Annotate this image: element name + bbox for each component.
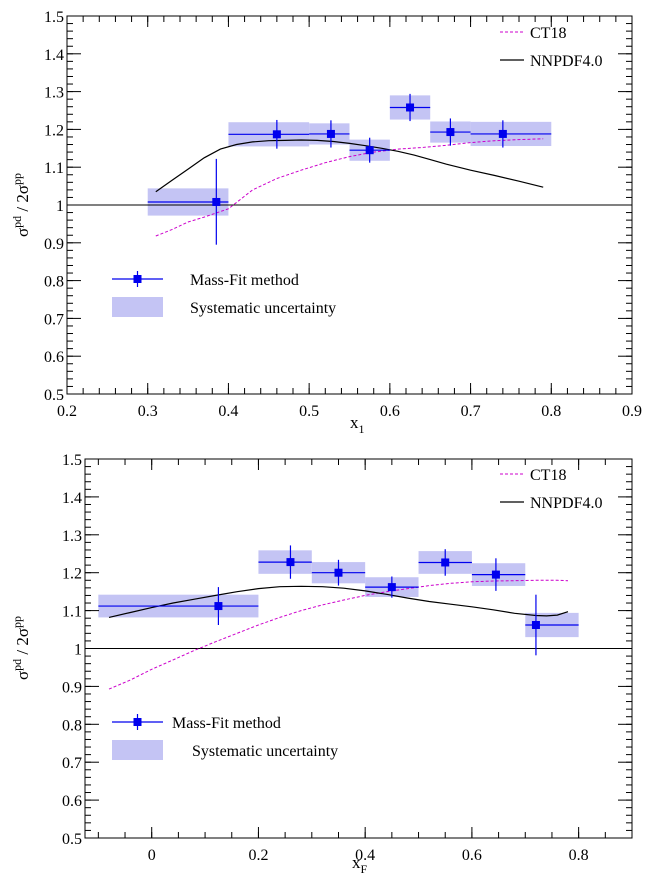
data-point xyxy=(441,558,450,567)
legend-ct18-label: CT18 xyxy=(530,25,566,42)
data-point xyxy=(406,103,415,112)
ct18-curve xyxy=(155,138,544,237)
ct18-curve xyxy=(108,579,569,690)
data-points xyxy=(214,558,540,630)
data-point xyxy=(365,146,374,155)
x-tick-label: 0.2 xyxy=(248,847,268,864)
error-bars xyxy=(147,93,552,245)
data-point xyxy=(387,583,396,592)
x-tick-label: 0.3 xyxy=(138,403,158,420)
y-tick-label: 1.2 xyxy=(62,566,82,583)
data-point xyxy=(446,128,455,137)
x-tick-label: 0 xyxy=(148,847,156,864)
legend-data-label: Mass-Fit method xyxy=(190,272,299,289)
legend-data: Mass-Fit method Systematic uncertainty xyxy=(112,271,336,317)
y-tick-label: 0.7 xyxy=(44,311,64,328)
data-point xyxy=(212,197,221,206)
data-point xyxy=(214,602,223,611)
x-axis-label: xF xyxy=(352,853,368,876)
x-tick-label: 0.8 xyxy=(541,403,561,420)
nnpdf-curve xyxy=(108,585,569,618)
x-tick-label: 0.4 xyxy=(355,847,375,864)
y-tick-label: 0.6 xyxy=(44,349,64,366)
legend-data-marker xyxy=(133,275,142,283)
legend-nnpdf-label: NNPDF4.0 xyxy=(530,495,602,512)
y-tick-label: 1.4 xyxy=(62,490,82,507)
x-tick-label: 0.2 xyxy=(57,403,77,420)
theory-curves xyxy=(108,579,569,690)
legend-data-label: Mass-Fit method xyxy=(172,715,281,732)
legend-nnpdf-label: NNPDF4.0 xyxy=(530,53,602,70)
y-tick-label: 0.7 xyxy=(62,755,82,772)
legend-curves: CT18 NNPDF4.0 xyxy=(500,467,602,512)
x-tick-label: 0.6 xyxy=(380,403,400,420)
legend-band-label: Systematic uncertainty xyxy=(192,743,338,760)
legend-band-label: Systematic uncertainty xyxy=(190,300,336,317)
data-point xyxy=(286,558,295,567)
y-axis-label: σpd / 2σpp xyxy=(10,616,32,680)
y-tick-label: 1.3 xyxy=(44,85,64,102)
legend-data-marker xyxy=(133,718,142,726)
y-tick-label: 0.9 xyxy=(44,236,64,253)
y-tick-label: 1.2 xyxy=(44,122,64,139)
y-tick-label: 0.8 xyxy=(62,717,82,734)
x-tick-label: 0.8 xyxy=(569,847,589,864)
chart-bottom: 0 0.2 0.4 0.6 0.8 0.5 0.6 0.7 0.8 0.9 1 1.1 1.2 1.3 1.… xyxy=(10,452,633,876)
y-tick-label: 1.5 xyxy=(44,9,64,26)
y-tick-label: 1.1 xyxy=(44,160,64,177)
data-point xyxy=(491,570,500,579)
y-tick-label: 1 xyxy=(74,642,82,659)
data-point xyxy=(531,621,540,630)
x-axis-label: x1 xyxy=(350,413,365,436)
y-tick-label: 0.9 xyxy=(62,679,82,696)
data-point xyxy=(272,130,281,139)
y-tick-label: 0.8 xyxy=(44,274,64,291)
y-tick-label: 0.5 xyxy=(44,387,64,404)
chart-top: 0.2 0.3 0.4 0.5 0.6 0.7 0.8 0.9 0.5 0.6 0.7 0.8 0.9 1… xyxy=(10,9,642,436)
y-tick-label: 0.6 xyxy=(62,793,82,810)
x-tick-label: 0.9 xyxy=(622,403,642,420)
legend-band-swatch xyxy=(112,740,163,760)
legend-ct18-label: CT18 xyxy=(530,467,566,484)
nnpdf-curve xyxy=(155,139,544,193)
y-tick-label: 0.5 xyxy=(62,831,82,848)
legend-band-swatch xyxy=(112,297,163,317)
x-tick-label: 0.6 xyxy=(462,847,482,864)
y-tick-label: 1.4 xyxy=(44,47,64,64)
y-tick-label: 1 xyxy=(56,198,64,215)
y-axis-label: σpd / 2σpp xyxy=(10,173,32,237)
data-point xyxy=(498,129,507,138)
y-tick-label: 1.1 xyxy=(62,604,82,621)
axis-ticks: 0.2 0.3 0.4 0.5 0.6 0.7 0.8 0.9 0.5 0.6 0.7 0.8 0.9 1… xyxy=(44,9,642,420)
data-point xyxy=(326,129,335,138)
data-point xyxy=(334,568,343,577)
axis-ticks: 0 0.2 0.4 0.6 0.8 0.5 0.6 0.7 0.8 0.9 1 1.1 1.2 1.3 1.… xyxy=(62,452,633,864)
legend-data: Mass-Fit method Systematic uncertainty xyxy=(112,714,338,760)
x-tick-label: 0.5 xyxy=(299,403,319,420)
y-tick-label: 1.5 xyxy=(62,452,82,469)
x-tick-label: 0.7 xyxy=(461,403,481,420)
y-tick-label: 1.3 xyxy=(62,528,82,545)
data-points xyxy=(212,103,507,206)
legend-curves: CT18 NNPDF4.0 xyxy=(500,25,602,70)
theory-curves xyxy=(155,138,544,237)
x-tick-label: 0.4 xyxy=(218,403,238,420)
